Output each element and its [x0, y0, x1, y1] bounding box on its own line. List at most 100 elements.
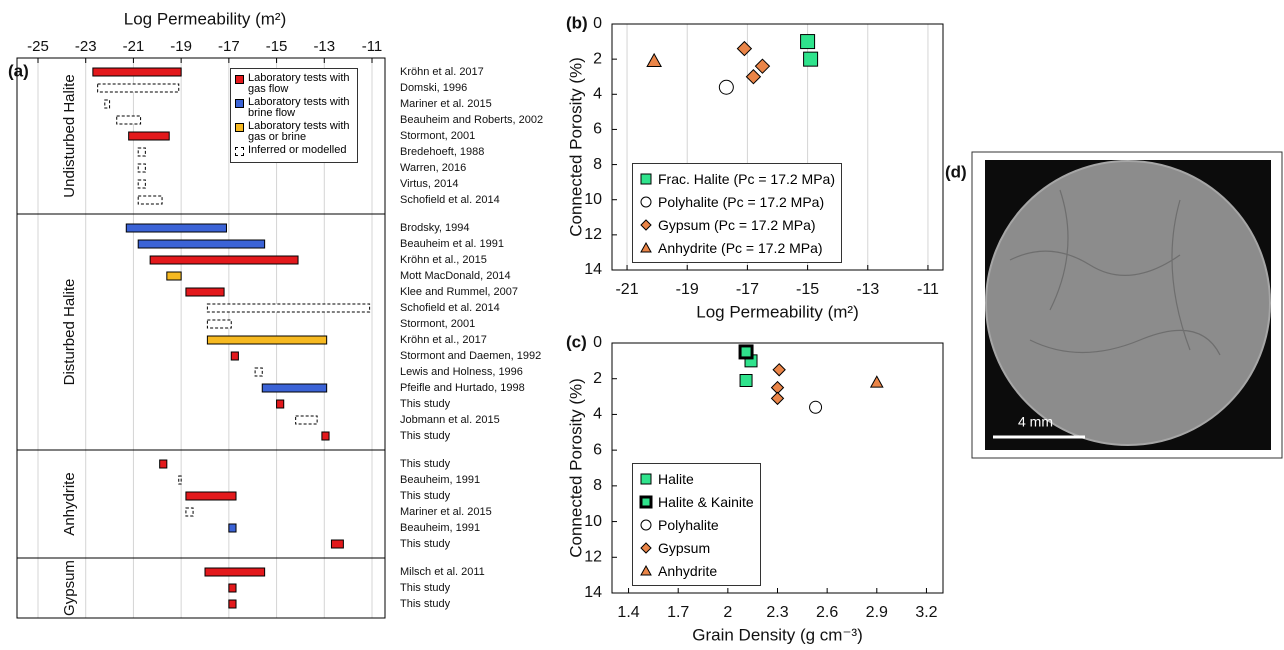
- row-label: Lewis and Holness, 1996: [400, 366, 523, 378]
- range-bar: [204, 567, 266, 577]
- row-label: Beauheim and Roberts, 2002: [400, 114, 543, 126]
- range-bar: [128, 131, 170, 141]
- range-bar: [137, 163, 146, 173]
- x-tick-label: -25: [27, 38, 49, 55]
- legend-swatch: [235, 75, 244, 84]
- x-tick-label: -23: [75, 38, 97, 55]
- x-tick-label: -19: [676, 281, 699, 298]
- legend-label: Laboratory tests with gas or brine: [248, 120, 350, 143]
- legend-label: Inferred or modelled: [248, 144, 347, 156]
- x-tick-label: -21: [615, 281, 638, 298]
- legend-swatch: [640, 473, 652, 484]
- marker: [640, 173, 652, 184]
- legend-swatch: [235, 123, 244, 132]
- y-tick-label: 6: [593, 121, 602, 138]
- legend-label: Frac. Halite (Pc = 17.2 MPa): [658, 170, 836, 187]
- panel-label: (c): [566, 332, 587, 351]
- range-bar: [92, 67, 182, 77]
- x-axis-title: Log Permeability (m²): [696, 302, 859, 321]
- legend-entry: Anhydrite: [639, 559, 754, 582]
- row-label: Kröhn et al. 2017: [400, 66, 484, 78]
- marker: [639, 495, 653, 508]
- y-tick-label: 12: [584, 226, 602, 243]
- panel-label: (a): [8, 61, 29, 80]
- row-label: Virtus, 2014: [400, 178, 459, 190]
- x-tick-label: 3.2: [915, 604, 937, 621]
- legend-label: Laboratory tests with gas flow: [248, 72, 350, 95]
- legend-label: Gypsum: [658, 539, 711, 556]
- row-label: This study: [400, 430, 451, 442]
- range-bar: [254, 367, 263, 377]
- y-axis-title: Connected Porosity (%): [566, 57, 585, 237]
- legend-entry: Gypsum (Pc = 17.2 MPa): [639, 213, 835, 236]
- range-bar: [206, 319, 232, 329]
- legend-label: Polyhalite: [658, 516, 719, 533]
- marker: [640, 218, 652, 231]
- row-label: Mariner et al. 2015: [400, 98, 492, 110]
- row-label: This study: [400, 538, 451, 550]
- legend-swatch: [235, 147, 244, 156]
- marker: [745, 69, 762, 85]
- marker: [640, 473, 652, 484]
- legend-entry: Anhydrite (Pc = 17.2 MPa): [639, 236, 835, 259]
- marker: [640, 519, 652, 530]
- row-label: Beauheim, 1991: [400, 522, 480, 534]
- range-bar: [206, 335, 328, 345]
- legend: Laboratory tests with gas flow Laboratory…: [230, 68, 358, 163]
- range-bar: [228, 523, 237, 533]
- legend-swatch: [640, 241, 652, 252]
- range-bar: [261, 383, 328, 393]
- y-tick-label: 14: [584, 261, 602, 278]
- marker: [739, 374, 753, 387]
- y-tick-label: 6: [593, 441, 602, 458]
- y-tick-label: 8: [593, 156, 602, 173]
- x-tick-label: 2.9: [866, 604, 888, 621]
- range-bar: [206, 303, 371, 313]
- row-label: Mariner et al. 2015: [400, 506, 492, 518]
- fracture-lines: [1009, 189, 1221, 356]
- legend-label: Anhydrite: [658, 562, 718, 579]
- row-label: This study: [400, 598, 451, 610]
- row-label: Pfeifle and Hurtado, 1998: [400, 382, 525, 394]
- core-sample: [985, 160, 1271, 446]
- legend-label: Gypsum (Pc = 17.2 MPa): [658, 216, 816, 233]
- marker: [772, 363, 786, 377]
- range-bar: [185, 507, 194, 517]
- x-tick-label: -13: [856, 281, 879, 298]
- marker: [640, 541, 652, 554]
- x-tick-label: -11: [917, 281, 939, 298]
- range-bar: [137, 239, 266, 249]
- range-bar: [137, 195, 163, 205]
- x-tick-label: -17: [218, 38, 240, 55]
- row-label: Beauheim et al. 1991: [400, 238, 504, 250]
- y-tick-label: 12: [584, 549, 602, 566]
- legend-swatch: [640, 196, 652, 207]
- range-bar: [228, 599, 237, 609]
- row-label: Kröhn et al., 2015: [400, 254, 487, 266]
- y-tick-label: 0: [593, 334, 602, 351]
- x-tick-label: -15: [266, 38, 288, 55]
- range-bar: [330, 539, 344, 549]
- x-tick-label: -19: [170, 38, 192, 55]
- row-label: Jobmann et al. 2015: [400, 414, 500, 426]
- group-label: Anhydrite: [61, 472, 78, 535]
- row-label: Beauheim, 1991: [400, 474, 480, 486]
- x-tick-label: -11: [362, 38, 383, 55]
- legend-entry: Frac. Halite (Pc = 17.2 MPa): [639, 167, 835, 190]
- group-label: Disturbed Halite: [61, 279, 78, 386]
- legend-entry: Laboratory tests with brine flow: [235, 97, 353, 119]
- range-bar: [116, 115, 142, 125]
- scale-bar-label: 4 mm: [1018, 414, 1053, 430]
- marker: [718, 79, 734, 95]
- range-bar: [137, 179, 146, 189]
- row-label: Schofield et al. 2014: [400, 194, 500, 206]
- range-bar: [125, 223, 227, 233]
- panel-label: (b): [566, 13, 588, 32]
- legend-swatch: [640, 564, 652, 575]
- range-bar: [178, 475, 182, 485]
- marker: [754, 58, 771, 74]
- plot-frame: [611, 23, 944, 271]
- panel-label: (d): [945, 162, 967, 181]
- y-tick-label: 14: [584, 584, 602, 601]
